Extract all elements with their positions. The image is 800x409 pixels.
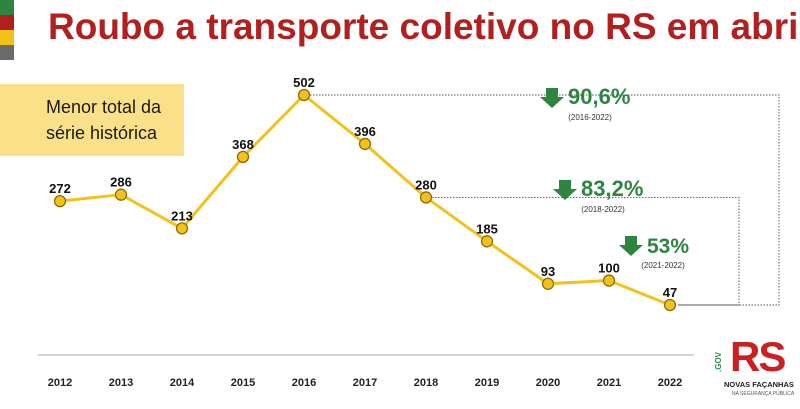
- chart-title: Roubo a transporte coletivo no RS em abr…: [48, 6, 800, 47]
- x-tick-label-2018: 2018: [414, 377, 438, 389]
- data-point-2022: [663, 298, 677, 312]
- x-tick-label-2014: 2014: [170, 377, 195, 389]
- data-label-2022: 47: [663, 285, 677, 300]
- data-label-2021: 100: [598, 261, 620, 276]
- data-label-2016: 502: [293, 75, 315, 90]
- data-label-2014: 213: [171, 208, 193, 223]
- data-point-2021: [602, 274, 616, 287]
- x-tick-label-2022: 2022: [658, 377, 682, 389]
- decrease-period-1: (2016-2022): [568, 113, 612, 122]
- decrease-period-3: (2021-2022): [641, 261, 685, 270]
- reference-bracket-1: [310, 94, 780, 306]
- data-point-2012: [53, 195, 67, 208]
- x-tick-label-2015: 2015: [231, 377, 255, 389]
- data-point-2019: [480, 235, 494, 248]
- data-point-2013: [114, 188, 128, 201]
- x-tick-label-2013: 2013: [109, 377, 133, 389]
- flag-stripe-yellow: [0, 30, 14, 45]
- x-tick-label-2017: 2017: [353, 377, 377, 389]
- data-point-2014: [175, 222, 189, 235]
- rs-gov-logo: .GOV RS NOVAS FAÇANHAS NA SEGURANÇA PÚBL…: [712, 333, 795, 404]
- lowest-total-note: Menor total da série histórica: [0, 84, 184, 156]
- decrease-arrow-icon-1: [540, 88, 564, 108]
- decrease-percent-3: 53%: [647, 235, 689, 258]
- data-point-2017: [358, 137, 372, 151]
- data-point-2015: [236, 150, 250, 163]
- data-point-2016: [297, 88, 311, 102]
- decrease-period-2: (2018-2022): [581, 205, 625, 214]
- data-label-2019: 185: [476, 221, 498, 236]
- decrease-arrow-icon-3: [619, 236, 643, 256]
- data-label-2015: 368: [232, 137, 254, 152]
- note-line-2: série histórica: [46, 123, 158, 143]
- data-label-2018: 280: [415, 177, 437, 192]
- logo-rs-text: RS: [730, 333, 786, 380]
- x-tick-label-2019: 2019: [475, 377, 499, 389]
- data-label-2013: 286: [110, 175, 132, 190]
- decrease-percent-1: 90,6%: [568, 84, 630, 109]
- x-tick-label-2012: 2012: [48, 377, 72, 389]
- data-point-2018: [419, 191, 433, 204]
- data-point-2020: [541, 277, 555, 290]
- note-line-1: Menor total da: [46, 97, 162, 117]
- reference-bracket-2: [432, 197, 740, 306]
- x-tick-label-2020: 2020: [536, 377, 560, 389]
- flag-stripe-gray: [0, 45, 14, 60]
- data-label-2017: 396: [354, 124, 376, 139]
- x-tick-label-2021: 2021: [597, 377, 621, 389]
- x-tick-label-2016: 2016: [292, 377, 316, 389]
- logo-subtitle: NA SEGURANÇA PÚBLICA: [732, 391, 795, 397]
- logo-gov-text: .GOV: [714, 351, 723, 372]
- decrease-percent-2: 83,2%: [581, 176, 643, 201]
- flag-stripe-green: [0, 0, 14, 15]
- decrease-arrow-icon-2: [553, 180, 577, 200]
- data-label-2020: 93: [541, 264, 555, 279]
- flag-stripe-red: [0, 15, 14, 30]
- data-label-2012: 272: [49, 181, 71, 196]
- logo-slogan: NOVAS FAÇANHAS: [724, 380, 794, 389]
